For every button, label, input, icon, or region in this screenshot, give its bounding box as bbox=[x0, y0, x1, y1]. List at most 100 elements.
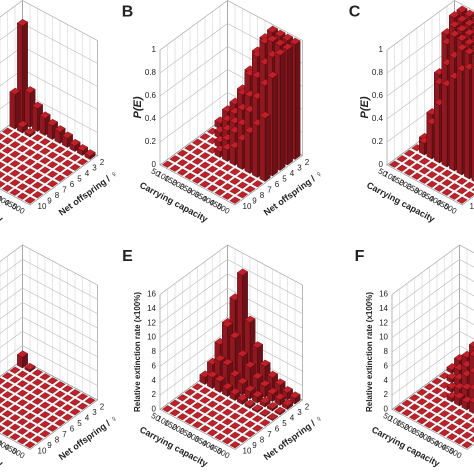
bar bbox=[416, 398, 428, 406]
bar bbox=[471, 63, 474, 182]
bar-top bbox=[31, 388, 44, 396]
bar-top bbox=[418, 157, 431, 165]
bar bbox=[199, 142, 211, 150]
bar bbox=[54, 400, 66, 408]
bar bbox=[431, 406, 443, 414]
bar-top bbox=[259, 359, 271, 367]
x-tick-label: 500 bbox=[10, 446, 27, 461]
bar-top bbox=[24, 431, 36, 439]
bar-top bbox=[229, 369, 241, 377]
bar-top bbox=[423, 421, 436, 429]
bar-top bbox=[191, 176, 204, 184]
bar-top bbox=[31, 172, 44, 180]
bar bbox=[426, 171, 438, 179]
bar bbox=[411, 153, 423, 161]
z-tick-label: 0.8 bbox=[372, 68, 384, 77]
bar bbox=[244, 176, 256, 184]
bar bbox=[16, 350, 29, 369]
grid-line bbox=[0, 0, 98, 41]
bar bbox=[461, 396, 473, 411]
bar-top bbox=[221, 358, 234, 366]
grid-line bbox=[0, 316, 98, 358]
bar-top bbox=[251, 404, 264, 412]
bar-top bbox=[9, 169, 21, 177]
bar bbox=[229, 177, 241, 185]
bar-top bbox=[24, 393, 36, 401]
bar-top bbox=[221, 382, 234, 390]
bar bbox=[393, 405, 406, 413]
bar-top bbox=[176, 413, 189, 421]
bar-top bbox=[54, 400, 66, 408]
bar-top bbox=[0, 171, 6, 179]
bar-top bbox=[274, 39, 286, 47]
bar bbox=[236, 191, 249, 199]
bar bbox=[16, 173, 29, 181]
bar-top bbox=[236, 426, 249, 434]
bar bbox=[54, 174, 66, 182]
bar-top bbox=[9, 376, 21, 384]
bar bbox=[1, 137, 14, 145]
bar-top bbox=[244, 315, 256, 323]
bar-top bbox=[266, 25, 279, 33]
y-tick-label: 6 bbox=[70, 424, 75, 433]
bar-top bbox=[16, 350, 29, 358]
bar-top bbox=[1, 372, 14, 380]
bar-top bbox=[1, 419, 14, 427]
bar bbox=[24, 374, 36, 382]
bar-top bbox=[281, 399, 294, 407]
bar-top bbox=[456, 187, 468, 195]
z-tick-label: 12 bbox=[147, 318, 156, 327]
bar bbox=[1, 184, 14, 192]
bar-top bbox=[0, 142, 6, 150]
bar-top bbox=[69, 389, 81, 397]
bar-top bbox=[176, 394, 189, 402]
bar-top bbox=[411, 172, 423, 180]
bar bbox=[24, 393, 36, 401]
bar bbox=[0, 142, 6, 150]
bar-top bbox=[401, 409, 413, 417]
bar bbox=[206, 410, 219, 418]
z-tick-label: 0.4 bbox=[372, 114, 384, 123]
bar bbox=[169, 409, 181, 417]
bar-top bbox=[16, 418, 29, 426]
bar bbox=[24, 177, 36, 185]
bar bbox=[184, 163, 196, 171]
bar bbox=[426, 161, 438, 169]
bar-top bbox=[426, 171, 438, 179]
bar-top bbox=[54, 381, 66, 389]
bar-top bbox=[1, 146, 14, 154]
bar bbox=[229, 441, 241, 449]
bar-top bbox=[24, 139, 36, 147]
z-tick-label: 4 bbox=[152, 376, 157, 385]
bar bbox=[24, 127, 36, 138]
bar bbox=[24, 403, 36, 411]
bar-top bbox=[221, 418, 234, 426]
bar-top bbox=[31, 416, 44, 424]
z-tick-label: 1 bbox=[152, 45, 157, 54]
bar-top bbox=[206, 370, 219, 378]
bar bbox=[214, 433, 226, 441]
bar-top bbox=[191, 157, 204, 165]
bar-top bbox=[16, 145, 29, 153]
bar-side bbox=[294, 40, 301, 160]
bar bbox=[184, 172, 196, 180]
bar-top bbox=[423, 402, 436, 410]
bar-top bbox=[16, 135, 29, 143]
bar-top bbox=[191, 138, 204, 146]
bar-side bbox=[32, 105, 38, 132]
bar bbox=[16, 370, 29, 378]
bar bbox=[0, 425, 6, 433]
bar bbox=[199, 396, 211, 404]
bar-top bbox=[456, 177, 468, 185]
bar bbox=[16, 418, 29, 426]
bar-top bbox=[461, 382, 473, 390]
bar-top bbox=[69, 154, 81, 162]
bar bbox=[441, 188, 453, 196]
bar-top bbox=[408, 413, 421, 421]
bar-top bbox=[403, 149, 416, 157]
bar-top bbox=[31, 369, 44, 377]
bar-top bbox=[199, 171, 211, 179]
bar bbox=[0, 406, 6, 414]
bar bbox=[169, 164, 181, 172]
bar bbox=[438, 429, 451, 437]
